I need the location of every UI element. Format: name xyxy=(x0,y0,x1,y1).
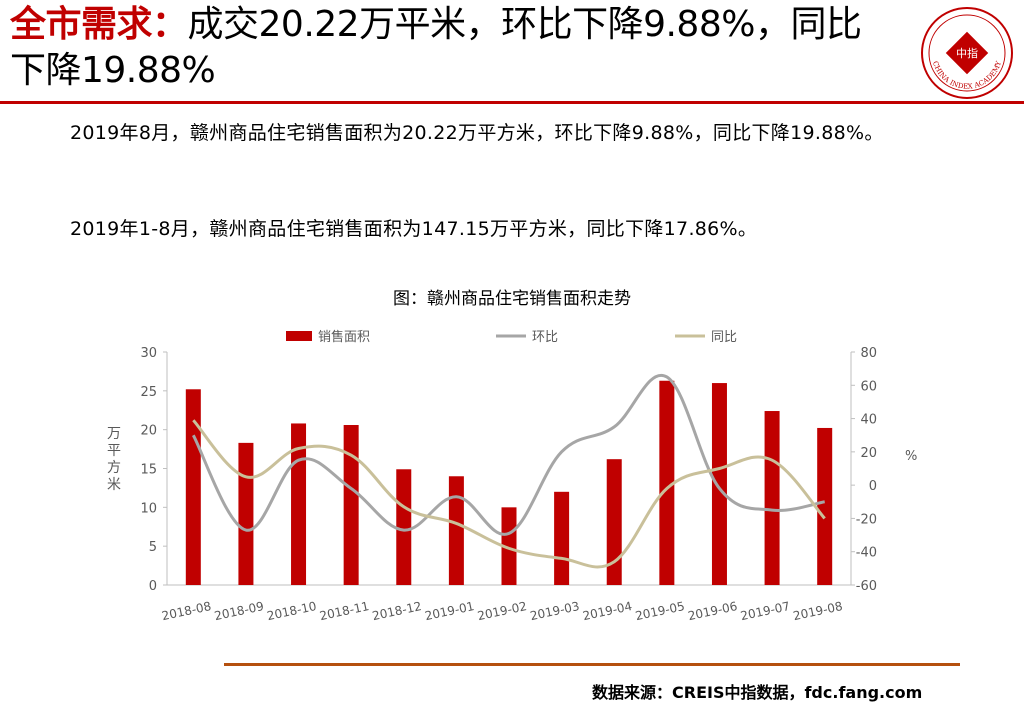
y-tick-label: 30 xyxy=(140,346,157,361)
y-axis-label: 万平方米 xyxy=(107,426,121,493)
bar-sales-area xyxy=(448,476,464,585)
china-index-academy-seal-icon: 中指 CHINA INDEX ACADEMY xyxy=(921,7,1013,99)
y2-tick-label: 40 xyxy=(860,413,877,428)
bar-sales-area xyxy=(606,459,622,585)
bar-sales-area xyxy=(711,383,727,585)
bar-sales-area xyxy=(185,389,201,585)
y2-tick-label: -20 xyxy=(856,512,877,527)
x-tick-label: 2018-12 xyxy=(371,599,423,623)
x-tick-label: 2019-06 xyxy=(687,599,739,623)
bar-sales-area xyxy=(817,427,833,585)
chart-title: 图：赣州商品住宅销售面积走势 xyxy=(393,289,631,309)
bar-sales-area xyxy=(764,411,780,585)
y-tick-label: 20 xyxy=(140,424,157,439)
bar-sales-area xyxy=(396,469,412,585)
data-source: 数据来源：CREIS中指数据，fdc.fang.com xyxy=(592,683,923,702)
footer-divider xyxy=(224,663,960,666)
x-tick-label: 2018-09 xyxy=(213,599,265,623)
paragraph-monthly: 2019年8月，赣州商品住宅销售面积为20.22万平方米，环比下降9.88%，同… xyxy=(70,122,884,144)
logo-center-text: 中指 xyxy=(956,46,978,60)
chart-container: 图：赣州商品住宅销售面积走势销售面积 环比 同比 0 5 10 15 20 25 30 -60 -40… xyxy=(0,280,1024,640)
x-tick-label: 2019-01 xyxy=(424,599,476,623)
x-tick-label: 2018-10 xyxy=(266,599,318,623)
y-tick-label: 0 xyxy=(149,579,157,594)
y2-tick-label: 60 xyxy=(860,379,877,394)
legend-label: 环比 xyxy=(532,330,558,345)
x-tick-label: 2019-07 xyxy=(739,599,791,623)
title-rest: 成交20.22万平米，环比下降9.88%，同比下降19.88% xyxy=(10,4,862,91)
y2-axis-label: % xyxy=(905,449,917,464)
y2-tick-label: 20 xyxy=(860,446,877,461)
title-highlight: 全市需求： xyxy=(10,4,188,45)
bar-sales-area xyxy=(659,380,675,585)
bar-sales-area xyxy=(343,425,359,585)
y-tick-label: 25 xyxy=(140,385,157,400)
y-tick-label: 5 xyxy=(149,540,157,555)
page-title: 全市需求：成交20.22万平米，环比下降9.88%，同比下降19.88% xyxy=(10,2,890,94)
bar-sales-area xyxy=(501,507,517,585)
header-divider xyxy=(0,101,1024,104)
y2-tick-label: 80 xyxy=(860,346,877,361)
legend-label: 同比 xyxy=(711,330,737,345)
y-tick-label: 10 xyxy=(140,501,157,516)
x-tick-label: 2019-02 xyxy=(476,599,528,623)
x-tick-label: 2019-05 xyxy=(634,599,686,623)
x-tick-label: 2018-11 xyxy=(318,599,370,623)
y2-tick-label: -60 xyxy=(856,579,877,594)
y2-tick-label: 0 xyxy=(869,479,877,494)
paragraph-ytd: 2019年1-8月，赣州商品住宅销售面积为147.15万平方米，同比下降17.8… xyxy=(70,218,758,240)
x-tick-label: 2019-08 xyxy=(792,599,844,623)
bar-sales-area xyxy=(238,442,254,585)
y2-tick-label: -40 xyxy=(856,546,877,561)
x-tick-label: 2018-08 xyxy=(160,599,212,623)
x-tick-label: 2019-03 xyxy=(529,599,581,623)
legend-label: 销售面积 xyxy=(318,329,370,345)
bar-sales-area xyxy=(554,491,570,585)
y-tick-label: 15 xyxy=(140,463,157,478)
legend-swatch-bar xyxy=(286,331,312,341)
x-tick-label: 2019-04 xyxy=(581,599,633,623)
